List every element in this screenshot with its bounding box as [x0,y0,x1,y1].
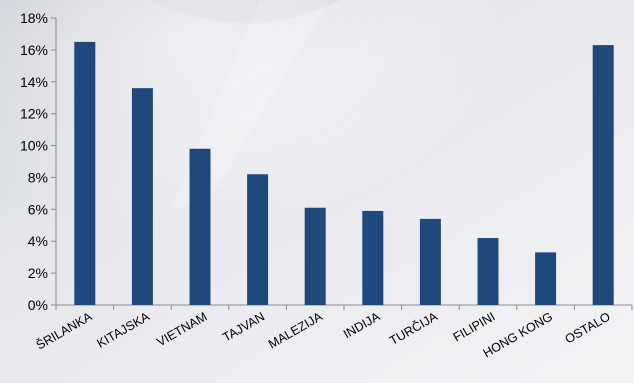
y-tick-label: 18% [20,10,48,26]
y-tick-label: 16% [20,42,48,58]
bar [477,238,499,305]
bar [535,252,557,305]
y-tick-label: 12% [20,106,48,122]
bar [74,41,96,306]
y-axis: 0% 2% 4% 6% 8% 10% 12% 14% 16% 18% [20,10,57,313]
y-tick-label: 4% [28,233,48,249]
bar [189,148,211,305]
bar [419,218,441,305]
bar [131,88,153,306]
bar [362,210,384,305]
y-tick-label: 6% [28,201,48,217]
bar [247,174,269,305]
bar [592,45,614,305]
bars [74,41,614,306]
y-tick-label: 14% [20,74,48,90]
y-tick-label: 0% [28,297,48,313]
y-tick-label: 2% [28,265,48,281]
bar [304,207,326,305]
y-tick-label: 10% [20,138,48,154]
y-tick-label: 8% [28,169,48,185]
